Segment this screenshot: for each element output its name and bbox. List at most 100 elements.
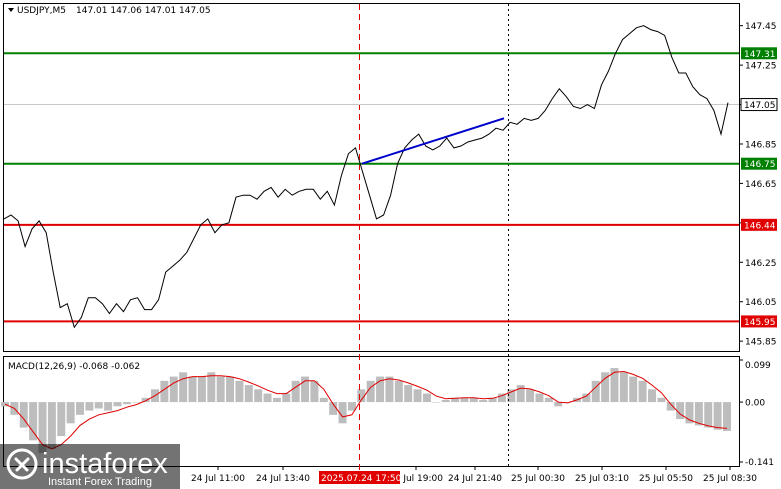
x-tick-label-1: 24 Jul 11:00 (191, 474, 245, 484)
macd-axis-ticks: 0.099 0.00 -0.141 (739, 359, 774, 468)
level-tag-2: 146.75 (744, 160, 776, 170)
macd-bar (554, 402, 563, 407)
level-lines (4, 52, 739, 323)
y-tick-label-8: 146.05 (745, 298, 777, 308)
macd-histogram (1, 368, 731, 454)
macd-bar (497, 393, 506, 403)
macd-bar (479, 399, 488, 403)
macd-bar (629, 376, 638, 403)
macd-bar (516, 385, 525, 403)
time-marker-tag-bg (319, 471, 400, 484)
watermark-brand: instaforex (42, 448, 168, 480)
macd-bar (582, 393, 591, 403)
level-tag-3: 146.44 (744, 221, 776, 231)
main-panel-frame (3, 3, 740, 352)
macd-bar (713, 402, 722, 430)
macd-bar (47, 402, 56, 449)
macd-bar (160, 380, 169, 403)
level-tag-bg-4 (741, 315, 777, 328)
macd-bar (338, 402, 347, 424)
macd-tick-label-1: 0.099 (745, 361, 771, 371)
macd-bar (441, 399, 450, 403)
macd-bar (188, 376, 197, 403)
macd-bar (301, 376, 310, 403)
macd-bar (122, 402, 131, 405)
macd-bar (385, 376, 394, 403)
macd-bar (141, 397, 150, 403)
macd-bar (19, 402, 28, 428)
x-tick-label-8: 25 Jul 08:30 (703, 474, 757, 484)
macd-bar (544, 397, 553, 403)
macd-bar (319, 397, 328, 403)
macd-bar (347, 402, 356, 411)
macd-bar (723, 402, 731, 431)
macd-bar (38, 402, 47, 454)
macd-bar (376, 376, 385, 403)
macd-bar (291, 380, 300, 403)
macd-bar (422, 393, 431, 403)
macd-bar (329, 402, 338, 415)
macd-bar (535, 393, 544, 403)
macd-bar (179, 372, 188, 403)
macd-bar (235, 380, 244, 403)
trend-line (361, 117, 505, 165)
macd-tick-label-3: -0.141 (745, 458, 774, 468)
macd-bar (132, 402, 141, 403)
macd-bar (657, 397, 666, 403)
x-tick-label-2: 24 Jul 13:40 (256, 474, 310, 484)
macd-bar (254, 389, 263, 403)
x-tick-label-7: 25 Jul 05:50 (639, 474, 693, 484)
level-tag-bg-1 (741, 47, 777, 60)
macd-bar (226, 376, 235, 403)
x-tick-label-5: 25 Jul 00:30 (511, 474, 565, 484)
macd-bar (676, 402, 685, 420)
macd-bar (57, 402, 66, 437)
macd-bar (216, 376, 225, 403)
macd-bar (469, 397, 478, 403)
macd-bar (413, 389, 422, 403)
macd-bar (451, 397, 460, 403)
macd-bar (94, 402, 103, 409)
macd-bar (685, 402, 694, 424)
macd-bar (638, 380, 647, 403)
macd-bar (601, 372, 610, 403)
macd-bar (104, 402, 113, 411)
symbol-label: USDJPY,M5 (17, 6, 66, 16)
macd-bar (366, 380, 375, 403)
macd-bar (85, 402, 94, 411)
symbol-dropdown-icon[interactable] (8, 8, 14, 12)
y-tick-label-5: 146.65 (745, 180, 777, 190)
macd-tick-label-2: 0.00 (745, 399, 765, 409)
macd-bar (648, 389, 656, 403)
macd-bar (197, 376, 206, 403)
x-axis-ticks: 24 Jul 11:00 24 Jul 13:40 24 Jul 19:00 24 J… (191, 466, 757, 484)
ohlc-values: 147.01 147.06 147.01 147.05 (76, 6, 211, 16)
x-tick-label-6: 25 Jul 03:10 (575, 474, 629, 484)
macd-bar (272, 397, 281, 403)
x-tick-label-3: 24 Jul 19:00 (389, 474, 443, 484)
instaforex-logo-icon (6, 448, 38, 480)
level-tag-bg-3 (741, 218, 777, 231)
macd-bar (282, 393, 291, 403)
y-tick-label-2: 147.25 (745, 62, 777, 72)
macd-bar (394, 380, 403, 403)
macd-bar (526, 389, 535, 403)
level-tags: 147.31 146.75 146.44 145.95 147.05 (740, 47, 778, 328)
macd-signal-line (4, 370, 728, 450)
macd-bar (507, 389, 516, 403)
macd-bar (610, 368, 619, 403)
macd-bar (169, 376, 178, 403)
macd-bar (704, 402, 713, 428)
macd-bar (563, 402, 572, 403)
macd-bar (357, 389, 366, 403)
macd-bar (488, 397, 497, 403)
level-tag-1: 147.31 (744, 50, 776, 60)
macd-bar (207, 372, 216, 403)
current-price-tag-bg (740, 98, 778, 112)
macd-bar (432, 402, 441, 403)
x-tick-label-4: 24 Jul 21:40 (448, 474, 502, 484)
y-tick-label-4: 146.85 (745, 140, 777, 150)
y-tick-label-9: 145.85 (745, 338, 777, 348)
current-price-tag: 147.05 (744, 101, 776, 111)
